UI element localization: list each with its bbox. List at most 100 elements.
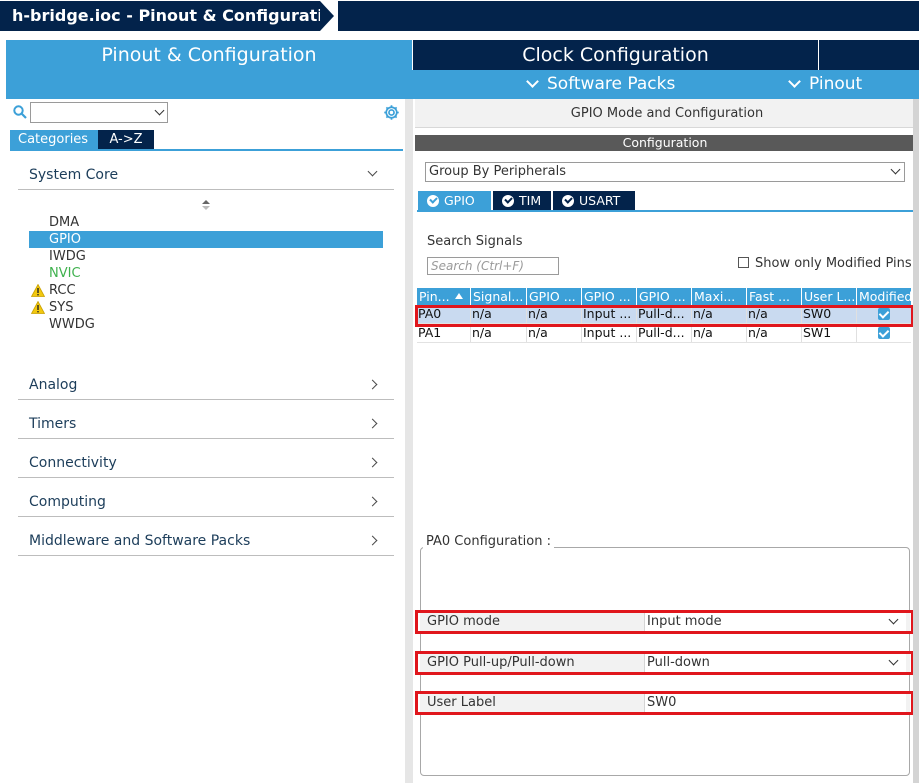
section-analog[interactable]: Analog <box>18 370 394 400</box>
pinout-label: Pinout <box>809 74 863 94</box>
column-header-modified[interactable]: Modified <box>857 288 911 305</box>
section-connectivity[interactable]: Connectivity <box>18 448 394 478</box>
warning-icon <box>31 284 45 297</box>
gpio-mode-panel: GPIO Mode and Configuration Configuratio… <box>415 99 919 783</box>
cell-gpio-mode: Input ... <box>582 324 637 342</box>
chevron-down-icon <box>367 166 378 177</box>
section-label: Computing <box>29 494 106 510</box>
cell-modified <box>857 305 911 323</box>
tab-extra[interactable] <box>818 40 919 70</box>
breadcrumb[interactable]: h-bridge.ioc - Pinout & Configuration <box>0 1 345 31</box>
user-label-label: User Label <box>427 695 496 710</box>
gear-icon[interactable] <box>383 104 400 121</box>
tab-tim[interactable]: TIM <box>493 191 551 210</box>
cell-gpio-pull: Pull-d... <box>637 324 692 342</box>
search-combo[interactable] <box>30 102 168 123</box>
tab-usart[interactable]: USART <box>553 191 635 210</box>
list-item-sys[interactable]: SYS <box>29 299 383 316</box>
cell-max-speed: n/a <box>692 324 747 342</box>
section-label: System Core <box>29 167 119 183</box>
section-label: Middleware and Software Packs <box>29 533 251 549</box>
tab-underline <box>10 149 403 151</box>
checkbox-checked-icon[interactable] <box>878 327 890 339</box>
software-packs-label: Software Packs <box>547 74 676 94</box>
section-middleware[interactable]: Middleware and Software Packs <box>18 526 394 556</box>
search-icon[interactable] <box>13 105 27 119</box>
check-circle-icon <box>562 195 574 207</box>
splitter[interactable] <box>405 99 413 783</box>
list-item-nvic[interactable]: NVIC <box>49 266 81 281</box>
column-header-gpio-pull[interactable]: GPIO ... <box>637 288 692 305</box>
cell-max-speed: n/a <box>692 305 747 323</box>
list-item-wwdg[interactable]: WWDG <box>49 317 95 332</box>
gpio-mode-value: Input mode <box>647 614 722 629</box>
column-header-fast-mode[interactable]: Fast ... <box>747 288 802 305</box>
cell-fast-mode: n/a <box>747 305 802 323</box>
chevron-right-icon <box>367 496 378 507</box>
cell-gpio-pull: Pull-d... <box>637 305 692 323</box>
chevron-down-icon <box>154 105 165 116</box>
cell-signal: n/a <box>471 324 527 342</box>
group-by-value: Group By Peripherals <box>429 164 566 179</box>
right-scrollbar[interactable] <box>913 99 919 783</box>
sort-icon[interactable] <box>201 199 211 211</box>
cell-gpio-mode: Input ... <box>582 305 637 323</box>
tab-underline <box>417 210 913 212</box>
search-signals-input[interactable]: Search (Ctrl+F) <box>427 257 559 275</box>
highlight-user-label <box>415 691 914 715</box>
column-header-maximum-output-speed[interactable]: Maxi... <box>692 288 747 305</box>
cell-pin: PA0 <box>417 305 471 323</box>
categories-panel: Categories A->Z System Core DMA GPIO IWD… <box>6 99 407 783</box>
column-header-gpio-mode[interactable]: GPIO ... <box>582 288 637 305</box>
chevron-right-icon <box>367 418 378 429</box>
gpio-mode-row: GPIO mode Input mode <box>420 611 910 632</box>
show-modified-checkbox[interactable]: Show only Modified Pins <box>738 256 912 271</box>
chevron-down-icon <box>890 164 901 175</box>
gpio-pull-label: GPIO Pull-up/Pull-down <box>427 655 575 670</box>
pinout-menu[interactable]: Pinout <box>788 70 863 99</box>
column-header-gpio-output-level[interactable]: GPIO ... <box>527 288 582 305</box>
highlight-gpio-mode <box>415 610 914 634</box>
column-header-user-label[interactable]: User L... <box>802 288 857 305</box>
tab-gpio[interactable]: GPIO <box>418 191 491 210</box>
user-label-value: SW0 <box>647 695 677 710</box>
section-system-core[interactable]: System Core <box>18 160 394 190</box>
group-by-select[interactable]: Group By Peripherals <box>425 162 905 182</box>
tab-clock-configuration[interactable]: Clock Configuration <box>412 40 818 70</box>
chevron-down-icon <box>526 75 539 88</box>
table-row-pa0[interactable]: PA0 n/a n/a Input ... Pull-d... n/a n/a … <box>417 305 911 324</box>
user-label-input[interactable]: SW0 <box>644 693 906 712</box>
column-header-pin[interactable]: Pin... <box>417 288 471 305</box>
list-item-rcc[interactable]: RCC <box>29 282 383 299</box>
gpio-mode-label: GPIO mode <box>427 614 500 629</box>
chevron-down-icon <box>788 75 801 88</box>
list-item-dma[interactable]: DMA <box>49 215 80 230</box>
table-header: Pin... Signal... GPIO ... GPIO ... GPIO … <box>417 288 911 305</box>
tab-a-to-z[interactable]: A->Z <box>98 130 154 149</box>
software-packs-menu[interactable]: Software Packs <box>526 70 676 99</box>
gpio-pull-value: Pull-down <box>647 655 710 670</box>
tab-pinout-configuration[interactable]: Pinout & Configuration <box>6 40 412 70</box>
chevron-right-icon <box>367 379 378 390</box>
table-row-pa1[interactable]: PA1 n/a n/a Input ... Pull-d... n/a n/a … <box>417 324 911 343</box>
cell-user-label: SW1 <box>802 324 857 342</box>
section-computing[interactable]: Computing <box>18 487 394 517</box>
column-header-signal[interactable]: Signal... <box>471 288 527 305</box>
gpio-pull-select[interactable]: Pull-down <box>644 653 906 672</box>
list-item-gpio[interactable]: GPIO <box>29 231 383 248</box>
check-circle-icon <box>427 195 439 207</box>
checkbox-checked-icon[interactable] <box>878 308 890 320</box>
configuration-header: Configuration <box>415 135 915 151</box>
highlight-row-pa0 <box>415 305 914 327</box>
title-bar-fill <box>338 1 919 31</box>
cell-signal: n/a <box>471 305 527 323</box>
cell-pin: PA1 <box>417 324 471 342</box>
tab-categories[interactable]: Categories <box>10 130 98 149</box>
list-item-iwdg[interactable]: IWDG <box>49 249 86 264</box>
section-timers[interactable]: Timers <box>18 409 394 439</box>
cell-fast-mode: n/a <box>747 324 802 342</box>
gpio-mode-select[interactable]: Input mode <box>644 612 906 631</box>
section-label: Connectivity <box>29 455 117 471</box>
search-signals-label: Search Signals <box>427 234 523 249</box>
